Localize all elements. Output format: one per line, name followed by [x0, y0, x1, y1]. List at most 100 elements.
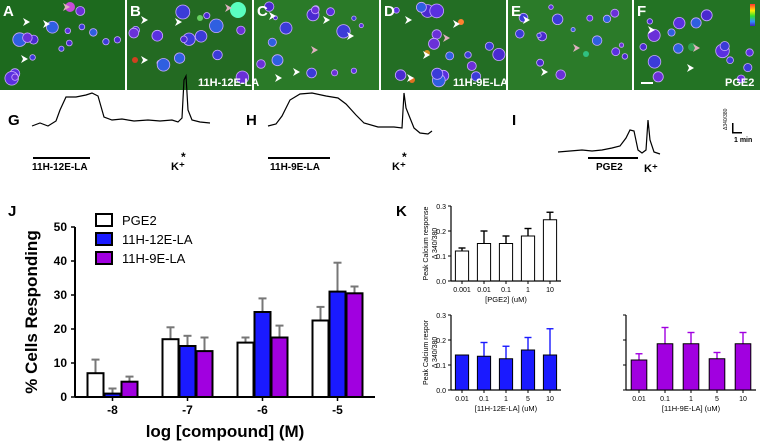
cell: [394, 69, 407, 81]
x-axis-label: log [compound] (M): [146, 422, 305, 441]
y-tick-label: 0.0: [436, 279, 446, 286]
arrowhead: [43, 20, 50, 28]
cell: [464, 51, 472, 59]
cell: [652, 71, 664, 83]
bar-label-h: 11H-9E-LA: [270, 162, 320, 173]
cell: [470, 71, 482, 82]
arrowhead: [293, 68, 300, 76]
bar: [542, 354, 558, 391]
arrowhead: [225, 4, 232, 12]
cell: [66, 39, 73, 47]
legend-label: PGE2: [122, 213, 157, 228]
y-tick-label: 0.3: [436, 313, 446, 320]
cell: [29, 54, 36, 61]
y-tick-label: 40: [54, 254, 68, 268]
arrowhead: [311, 46, 318, 54]
cell: [673, 43, 684, 54]
cell: [151, 29, 164, 42]
bar: [476, 243, 492, 282]
bar-11h-12e-la: [178, 345, 197, 398]
cell: [611, 47, 621, 57]
cell: [445, 51, 455, 61]
cell: [431, 67, 444, 80]
calcium-traces: G 11H-12E-LA K⁺ * H 11H-9E-LA K⁺ * I PGE…: [8, 73, 752, 175]
bar-11h-9e-la: [120, 380, 139, 399]
arrowhead: [23, 18, 30, 26]
cell: [548, 4, 554, 10]
cell: [306, 67, 317, 79]
scale-y-label: Δ340/380: [723, 108, 729, 130]
cell: [515, 29, 525, 39]
legend-swatch: [95, 251, 113, 265]
k-label-g: K⁺: [171, 161, 185, 173]
cell: [602, 14, 612, 23]
y-axis-label: Peak Calcium response: [423, 206, 430, 280]
x-tick-label: -7: [182, 403, 193, 417]
microscopy-panels: A B C D E F 11H-12E-LA 11H-9E-LA PGE2: [0, 0, 760, 90]
legend-swatch: [95, 232, 113, 246]
cell: [203, 12, 211, 20]
y-tick-label: 0.2: [436, 229, 446, 236]
arrowhead: [269, 12, 276, 20]
x-axis-label: [PGE2] (uM): [485, 295, 527, 304]
trace-i: [557, 119, 661, 155]
panel-label-g: G: [8, 112, 20, 129]
panel-label-f: F: [637, 3, 646, 20]
cell: [555, 69, 566, 80]
scale-x-label: 1 min: [734, 137, 752, 144]
cell: [466, 61, 477, 71]
panel-label-b: B: [130, 3, 141, 20]
x-tick-label: 1: [526, 287, 530, 294]
cell: [22, 32, 33, 43]
x-tick-label: 0.01: [455, 396, 469, 403]
cell: [536, 32, 542, 39]
cell: [428, 37, 440, 50]
cell: [429, 3, 445, 19]
panel-label-e: E: [511, 3, 521, 20]
bar-11h-9e-la: [195, 350, 214, 399]
caption-f: PGE2: [725, 77, 754, 89]
cell: [700, 9, 713, 22]
cell: [212, 49, 223, 61]
x-tick-label: 1: [689, 396, 693, 403]
x-tick-label: 10: [546, 396, 554, 403]
cell: [156, 58, 171, 72]
y-tick-label: 0.3: [436, 204, 446, 211]
x-tick-label: 10: [739, 396, 747, 403]
bar: [476, 355, 492, 391]
x-axis-label: [11H-9E-LA] (uM): [662, 404, 721, 413]
cell: [690, 17, 702, 29]
arrowhead: [141, 56, 148, 64]
cell: [618, 42, 625, 48]
scale-horizontal: [732, 132, 742, 134]
bar: [498, 358, 514, 391]
chart-k1: 0.0 0.1 0.2 0.3 0.001 0.01 0.1 1 10 [PGE2] (uM) Pe…: [423, 204, 561, 304]
bar: [498, 243, 514, 282]
legend-label: 11H-9E-LA: [122, 251, 186, 266]
arrowhead: [141, 16, 148, 24]
cell: [621, 53, 629, 60]
cell-active: [230, 2, 246, 18]
cell: [639, 43, 648, 51]
bar-h: [268, 157, 330, 159]
x-tick-label: 0.1: [501, 287, 511, 294]
x-tick-label: 0.1: [660, 396, 670, 403]
k-mark-g: *: [181, 150, 186, 164]
x-tick-label: -8: [107, 403, 118, 417]
arrowhead: [443, 34, 450, 42]
x-tick-label: 5: [715, 396, 719, 403]
cell: [484, 41, 494, 51]
cell: [331, 69, 339, 77]
panel-label-d: D: [384, 3, 395, 20]
cell: [351, 15, 357, 21]
arrowhead: [523, 16, 530, 24]
cell: [11, 73, 19, 81]
bar-11h-12e-la: [103, 392, 122, 399]
cell-dots: [4, 1, 754, 88]
cell: [180, 35, 188, 43]
bar: [708, 358, 726, 391]
x-tick-label: -5: [332, 403, 343, 417]
arrowhead: [63, 3, 70, 11]
bar-pge2: [86, 372, 105, 399]
